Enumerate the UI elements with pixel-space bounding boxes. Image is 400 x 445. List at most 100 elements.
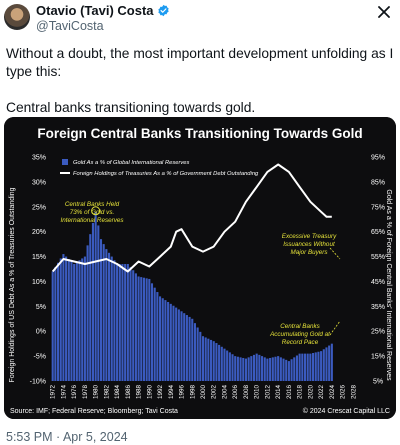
right-tick-label: 75% [371,204,385,211]
author-name[interactable]: Otavio (Tavi) Costa [36,3,170,18]
gold-bar [193,323,196,381]
gold-bar [320,351,323,381]
gold-bar [228,352,231,381]
gold-bar [102,244,105,381]
gold-bar [126,264,129,381]
right-tick-label: 5% [373,379,383,386]
x-tick-label: 1972 [50,385,57,400]
avatar[interactable] [4,4,30,30]
gold-bar [252,354,256,381]
gold-bar [153,287,156,381]
annotation-circle [91,206,101,216]
gold-bar [312,353,315,381]
gold-bar [164,300,167,381]
right-tick-label: 65% [371,229,385,236]
author-name-text[interactable]: Otavio (Tavi) Costa [36,3,154,18]
gold-bar [124,264,127,381]
gold-bar [73,264,76,381]
gold-bar [86,245,89,381]
chart-image[interactable]: Foreign Central Banks Transitioning Towa… [4,117,396,419]
x-tick-label: 2014 [275,385,282,400]
right-tick-label: 55% [371,254,385,261]
gold-bar [94,211,97,381]
gold-bar [156,292,159,381]
gold-bar [180,311,183,381]
gold-bar [81,258,84,381]
left-tick-label: 0% [36,329,46,336]
left-tick-label: -5% [34,354,46,361]
annotation-arrow-up [329,320,341,336]
gold-bar [279,357,282,381]
gold-bar [159,296,162,381]
gold-bar [129,267,132,381]
left-tick-label: 20% [32,229,46,236]
gold-bar [239,357,242,381]
author-handle[interactable]: @TaviCosta [36,19,104,33]
right-tick-label: 25% [371,329,385,336]
gold-bar [322,349,325,381]
gold-bar [51,271,54,381]
y-axis-left-label: Foreign Holdings of US Debt As a % of Tr… [9,187,16,382]
close-icon[interactable] [376,4,392,20]
gold-bar [282,358,285,381]
gold-bar [236,356,239,381]
x-tick-label: 1988 [136,385,143,400]
right-tick-label: 15% [371,354,385,361]
chart-annotation: Accumulating Gold at [269,331,330,338]
gold-bar [70,261,73,381]
chart-copyright: © 2024 Crescat Capital LLC [303,407,390,415]
chart-title: Foreign Central Banks Transitioning Towa… [37,126,362,141]
gold-bar [142,277,145,381]
x-tick-label: 2002 [211,385,218,400]
gold-bar [67,259,70,381]
left-tick-label: 10% [32,279,46,286]
x-tick-label: 1992 [157,385,164,400]
gold-bar [218,344,221,381]
treasury-line [51,163,332,273]
x-tick-label: 1974 [60,385,67,400]
gold-bar [207,338,210,381]
gold-bar [108,252,111,381]
gold-bar [57,262,60,381]
post-text-line1: Without a doubt, the most important deve… [6,46,394,79]
chart-annotation: Major Buyers [290,249,328,256]
gold-bar [274,356,277,381]
gold-bar [62,254,65,381]
chart-annotation: International Reserves [60,217,124,224]
gold-bar [314,352,317,381]
left-tick-label: 25% [32,204,46,211]
gold-bar [148,278,151,381]
gold-bar [172,305,175,381]
x-tick-label: 2018 [297,385,304,400]
gold-bar [285,359,288,381]
post-header: Otavio (Tavi) Costa @TaviCosta [0,0,400,36]
gold-bar [59,258,62,381]
gold-bar [97,225,100,381]
gold-bar [242,357,245,381]
gold-bar [223,348,226,381]
gold-bar [317,351,320,381]
gold-bar [295,355,298,381]
left-tick-label: 30% [32,179,46,186]
x-tick-label: 1996 [179,385,186,400]
gold-bar [261,356,264,381]
post-timestamp[interactable]: 5:53 PM · Apr 5, 2024 [6,430,128,444]
gold-bar [91,222,94,381]
gold-bar [169,303,172,381]
legend-label: Foreign Holdings of Treasuries As a % of… [73,171,259,177]
gold-bar [110,256,113,381]
gold-bar [247,357,250,381]
post-text-line2: Central banks transitioning towards gold… [6,100,256,115]
chart-annotation: Issuances Without [283,241,335,248]
gold-bar [266,358,269,381]
gold-bar [99,239,103,381]
x-tick-label: 1998 [189,385,196,400]
chart-annotation: Record Pace [282,339,319,346]
gold-bar [293,357,296,381]
gold-bar [161,298,164,381]
gold-bar [306,353,309,381]
post-text: Without a doubt, the most important deve… [6,45,396,117]
gold-bar [121,264,124,381]
x-tick-label: 1986 [125,385,132,400]
chart-annotation: Central Banks Held [65,201,120,208]
